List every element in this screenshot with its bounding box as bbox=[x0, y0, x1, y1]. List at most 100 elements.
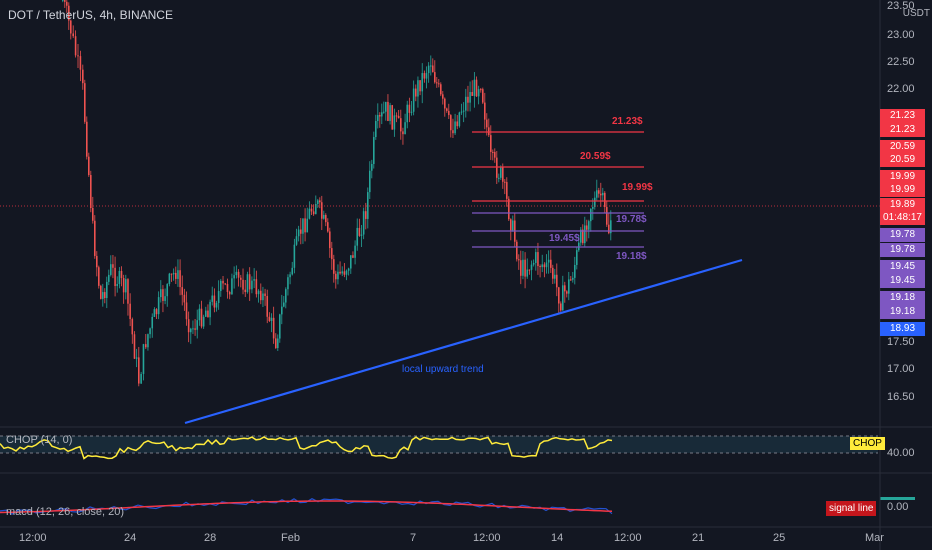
price-badge: 19.78 bbox=[880, 228, 925, 242]
candle-body bbox=[129, 303, 131, 320]
candle-body bbox=[574, 264, 576, 278]
candle-body bbox=[554, 274, 556, 279]
candle-body bbox=[235, 271, 238, 276]
candle-body bbox=[530, 264, 533, 270]
candle-body bbox=[568, 279, 570, 294]
time-tick: 7 bbox=[410, 532, 416, 544]
candle-body bbox=[356, 227, 359, 246]
candle-body bbox=[168, 273, 171, 285]
candle-body bbox=[62, 0, 64, 1]
level-label-19-45: 19.45$ bbox=[549, 233, 580, 244]
price-tick: 17.50 bbox=[887, 336, 915, 348]
candle-body bbox=[140, 373, 142, 384]
candle-body bbox=[537, 252, 539, 267]
candle-body bbox=[350, 255, 352, 269]
candle-body bbox=[358, 227, 361, 236]
candle-body bbox=[175, 272, 177, 279]
time-tick: Mar bbox=[865, 532, 884, 544]
candle-body bbox=[608, 224, 610, 234]
candle-body bbox=[598, 190, 600, 194]
candle-body bbox=[248, 274, 251, 290]
candle-body bbox=[183, 294, 186, 303]
time-tick: 14 bbox=[551, 532, 563, 544]
candle-body bbox=[187, 319, 190, 333]
candle-body bbox=[498, 177, 500, 179]
trend-line[interactable] bbox=[184, 258, 743, 425]
candle-body bbox=[185, 302, 188, 320]
candle-body bbox=[287, 277, 289, 290]
candle-body bbox=[558, 287, 560, 304]
candle-body bbox=[277, 338, 279, 349]
candle-body bbox=[74, 36, 77, 56]
candle-body bbox=[452, 130, 454, 134]
chop-indicator-label[interactable]: CHOP (14, 0) bbox=[6, 434, 73, 446]
candle-body bbox=[496, 157, 498, 178]
candle-body bbox=[323, 214, 325, 219]
candle-body bbox=[389, 105, 391, 121]
candle-body bbox=[438, 83, 440, 85]
candle-body bbox=[200, 308, 203, 327]
candle-body bbox=[465, 96, 467, 111]
candle-body bbox=[170, 273, 173, 275]
candle-body bbox=[365, 211, 367, 219]
candle-body bbox=[68, 5, 70, 21]
candle-body bbox=[440, 84, 442, 95]
candle-body bbox=[488, 127, 490, 136]
candle-body bbox=[473, 79, 476, 96]
candle-body bbox=[264, 293, 266, 297]
currency-label: USDT bbox=[902, 8, 930, 19]
candle-body bbox=[118, 270, 121, 285]
candle-body bbox=[421, 73, 424, 92]
candle-body bbox=[385, 101, 387, 112]
candle-body bbox=[402, 131, 404, 135]
candle-body bbox=[151, 316, 154, 329]
candle-body bbox=[319, 200, 321, 203]
chop-tag: CHOP bbox=[850, 437, 885, 450]
candle-body bbox=[377, 115, 379, 121]
candle-body bbox=[104, 292, 106, 299]
candle-body bbox=[520, 260, 522, 276]
candle-body bbox=[251, 280, 253, 290]
candle-body bbox=[434, 72, 436, 83]
macd-indicator-label[interactable]: macd (12, 26, close, 20) bbox=[6, 506, 125, 518]
candle-body bbox=[480, 89, 482, 91]
candle-body bbox=[504, 181, 506, 183]
candle-body bbox=[275, 338, 277, 349]
level-label-19-18: 19.18$ bbox=[616, 251, 647, 262]
candle-body bbox=[560, 303, 562, 311]
candle-body bbox=[362, 211, 365, 235]
candle-body bbox=[125, 279, 127, 293]
price-badge: 01:48:17 bbox=[880, 211, 925, 225]
candle-body bbox=[516, 241, 518, 260]
candle-body bbox=[329, 231, 331, 249]
candle-body bbox=[543, 264, 546, 268]
candle-body bbox=[423, 73, 426, 79]
price-badge: 19.18 bbox=[880, 291, 925, 305]
candle-body bbox=[556, 274, 558, 288]
candle-body bbox=[471, 92, 474, 96]
candle-body bbox=[367, 192, 369, 219]
price-tick: 23.00 bbox=[887, 29, 915, 41]
candle-body bbox=[196, 320, 199, 330]
candle-body bbox=[552, 267, 554, 279]
candle-body bbox=[477, 89, 480, 97]
candle-body bbox=[86, 121, 88, 157]
candle-body bbox=[237, 271, 240, 278]
candle-body bbox=[547, 259, 550, 263]
candle-body bbox=[339, 271, 341, 274]
candle-body bbox=[162, 289, 164, 301]
candle-body bbox=[135, 357, 138, 359]
candle-body bbox=[244, 289, 247, 293]
candle-body bbox=[454, 121, 456, 134]
chop-line bbox=[0, 436, 613, 460]
price-badge: 19.89 bbox=[880, 198, 925, 212]
candle-body bbox=[194, 328, 196, 330]
symbol-title[interactable]: DOT / TetherUS, 4h, BINANCE bbox=[8, 8, 173, 22]
candle-body bbox=[166, 284, 169, 297]
level-label-19-99: 19.99$ bbox=[622, 182, 653, 193]
candle-body bbox=[291, 267, 294, 275]
candle-body bbox=[404, 122, 406, 135]
candle-body bbox=[181, 287, 184, 295]
candle-body bbox=[482, 89, 484, 103]
